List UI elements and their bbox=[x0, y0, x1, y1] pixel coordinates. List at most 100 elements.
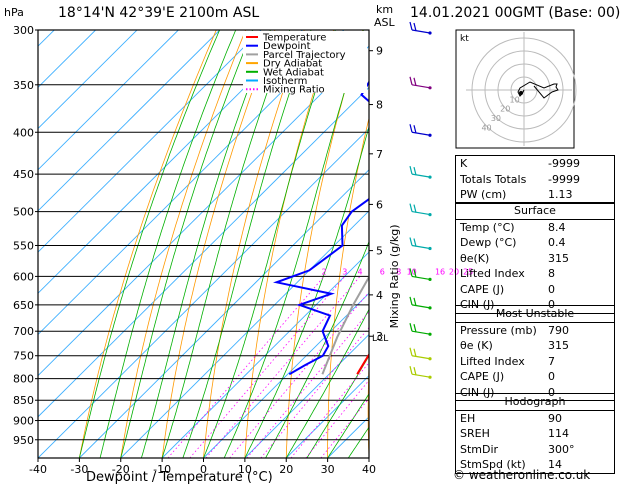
mixing-ratio-label: 8 bbox=[396, 267, 401, 276]
mu-row-value: 7 bbox=[548, 354, 555, 368]
index-label: K bbox=[460, 157, 468, 170]
surface-row-value: 315 bbox=[548, 251, 569, 265]
hodograph-trace bbox=[517, 81, 559, 99]
wind-barb-dot bbox=[428, 246, 432, 251]
hodograph-rows: EH 90 SREH 114 StmDir 300° StmSpd (kt) 14 bbox=[456, 409, 614, 473]
isotherm-line bbox=[285, 374, 369, 458]
index-value: -9999 bbox=[548, 172, 580, 186]
hodo-row-value: 300° bbox=[548, 442, 575, 456]
wind-barb-dot bbox=[428, 31, 432, 35]
mu-row-label: CIN (J) bbox=[460, 385, 495, 399]
isotherm-line bbox=[38, 127, 369, 458]
km-tick-label: 4 bbox=[376, 289, 383, 302]
y-axis-label: Mixing Ratio (g/kg) bbox=[388, 224, 401, 328]
surface-row: CIN (J) 0 bbox=[456, 297, 614, 313]
dry-adiabat-line bbox=[367, 355, 369, 458]
legend-label: Isotherm bbox=[263, 76, 307, 87]
wet-adiabat-line bbox=[306, 355, 369, 458]
mu-row: CAPE (J) 0 bbox=[456, 369, 614, 385]
index-row: Totals Totals -9999 bbox=[456, 172, 614, 188]
wind-barb-dot bbox=[428, 133, 432, 137]
mu-row: Lifted Index 7 bbox=[456, 354, 614, 370]
surface-table: Surface Temp (°C) 8.4 Dewp (°C) 0.4 θe(K) 3… bbox=[455, 202, 615, 314]
legend bbox=[243, 31, 367, 93]
most-unstable-title: Most Unstable bbox=[495, 307, 575, 320]
dewpoint-line bbox=[272, 80, 369, 376]
index-label: PW (cm) bbox=[460, 188, 507, 201]
surface-title: Surface bbox=[514, 204, 556, 217]
mixing-ratio-label: 25 bbox=[463, 267, 473, 276]
wind-barb-dot bbox=[428, 375, 432, 379]
x-tick-label: 40 bbox=[362, 463, 376, 476]
hodo-row: EH 90 bbox=[456, 411, 614, 427]
hodograph-unit: kt bbox=[460, 34, 469, 44]
wet-adiabat-line bbox=[99, 30, 237, 458]
wind-barb bbox=[411, 244, 431, 250]
mu-row: Pressure (mb) 790 bbox=[456, 323, 614, 339]
mu-row: θe (K) 315 bbox=[456, 338, 614, 354]
pressure-tick-label: 700 bbox=[13, 325, 34, 338]
hodo-row-value: 14 bbox=[548, 458, 562, 471]
wind-barb-flag bbox=[409, 203, 413, 212]
wind-barb-dot bbox=[428, 86, 432, 90]
surface-row: θe(K) 315 bbox=[456, 251, 614, 267]
surface-row-value: 8 bbox=[548, 267, 555, 280]
wind-barb-flag bbox=[413, 297, 417, 307]
wind-barb-flag bbox=[413, 238, 417, 247]
hodograph-ring-label: 20 bbox=[500, 105, 510, 114]
hodo-row-label: EH bbox=[460, 411, 476, 425]
km-tick-label: 8 bbox=[376, 99, 383, 112]
wind-barb-flag bbox=[409, 165, 413, 175]
x-tick-label: 20 bbox=[279, 463, 293, 476]
hodograph-ring-label: 40 bbox=[481, 123, 491, 132]
wind-barb-dot bbox=[428, 357, 432, 361]
mixing-ratio-label: 4 bbox=[357, 267, 362, 276]
wind-barb-flag bbox=[413, 269, 417, 278]
wind-barb bbox=[411, 355, 431, 360]
mixing-ratio-label: 3 bbox=[342, 267, 347, 276]
mu-row: CIN (J) 0 bbox=[456, 385, 614, 401]
hodograph-ring-label: 30 bbox=[491, 114, 501, 123]
pressure-tick-label: 400 bbox=[13, 126, 34, 139]
km-label: km bbox=[376, 3, 394, 16]
legend-label: Parcel Trajectory bbox=[263, 50, 346, 61]
mixing-ratio-line bbox=[229, 291, 369, 458]
isotherm-line bbox=[38, 30, 262, 253]
x-tick-label: -10 bbox=[153, 463, 171, 476]
surface-row-value: 0 bbox=[548, 298, 555, 311]
pressure-tick-label: 300 bbox=[13, 24, 34, 37]
wind-barb-flag bbox=[409, 296, 413, 306]
dry-adiabat-line bbox=[407, 30, 451, 458]
legend-label: Temperature bbox=[262, 33, 326, 44]
mu-row-value: 0 bbox=[548, 385, 555, 399]
isotherm-line bbox=[38, 30, 221, 212]
hodograph-ring-label: 10 bbox=[510, 95, 520, 104]
wind-barb bbox=[411, 211, 431, 216]
wind-barb-flag bbox=[409, 124, 413, 133]
wind-barb bbox=[411, 304, 431, 309]
pressure-tick-label: 850 bbox=[13, 394, 34, 407]
isotherm-line bbox=[38, 30, 179, 171]
mu-row-label: CAPE (J) bbox=[460, 370, 505, 383]
legend-label: Mixing Ratio bbox=[263, 85, 325, 96]
mixing-ratio-line bbox=[205, 276, 361, 458]
surface-row-value: 0.4 bbox=[548, 236, 566, 249]
wind-barb bbox=[411, 131, 431, 136]
legend-label: Dewpoint bbox=[263, 41, 311, 52]
isotherm-line bbox=[161, 251, 369, 458]
legend-background bbox=[243, 31, 367, 93]
wind-barb-flag bbox=[409, 268, 413, 277]
surface-row: CAPE (J) 0 bbox=[456, 282, 614, 298]
surface-row-label: Temp (°C) bbox=[460, 220, 515, 234]
mixing-ratio-label: 10 bbox=[407, 267, 417, 276]
hodo-row-value: 114 bbox=[548, 427, 569, 440]
km-tick-label: 9 bbox=[376, 45, 383, 58]
wind-barb-dot bbox=[428, 332, 432, 336]
wind-barb-flag bbox=[413, 166, 417, 176]
isotherm-line bbox=[120, 210, 369, 458]
hodo-row: StmDir 300° bbox=[456, 442, 614, 458]
x-tick-label: 10 bbox=[238, 463, 252, 476]
wind-barb-flag bbox=[413, 204, 417, 213]
index-value: -9999 bbox=[548, 157, 580, 170]
